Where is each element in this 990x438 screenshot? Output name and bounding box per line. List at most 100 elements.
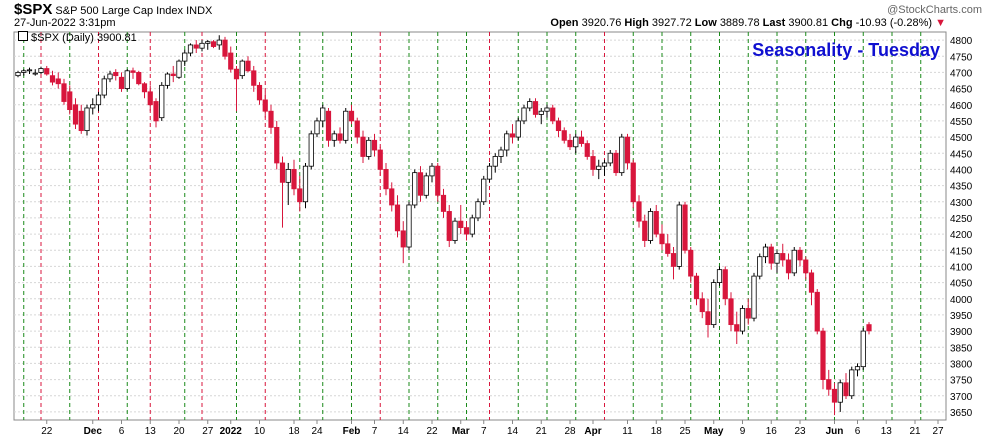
candle-body: [84, 107, 90, 132]
candle-body: [837, 382, 843, 403]
candle-body: [820, 330, 826, 380]
candle-body: [458, 220, 464, 229]
candle-body: [584, 143, 590, 157]
candle-body: [831, 388, 838, 403]
candle-body: [619, 136, 625, 174]
candle-body: [854, 366, 861, 371]
candle-body: [699, 298, 705, 313]
candle-body: [239, 60, 245, 77]
y-tick-label: 4750: [950, 52, 973, 63]
candle-body: [366, 139, 372, 157]
candle-body: [26, 69, 33, 72]
header-date: 27-Jun-2022 3:31pm: [14, 17, 116, 29]
candle-body: [262, 99, 268, 112]
candle-body: [268, 110, 274, 128]
x-tick-label: 14: [507, 426, 519, 437]
candle-body: [118, 76, 125, 89]
candle-body: [233, 68, 240, 80]
candle-body: [728, 298, 734, 326]
candle-body: [768, 246, 774, 264]
candle-body: [412, 172, 418, 206]
candle-body: [130, 70, 136, 73]
candle-body: [78, 110, 84, 132]
candle-body: [325, 110, 332, 141]
candle-body: [486, 165, 493, 180]
candle-body: [113, 72, 119, 77]
candle-body: [682, 204, 688, 251]
candle-body: [849, 369, 855, 397]
candle-body: [49, 75, 56, 83]
candle-body: [734, 324, 740, 332]
candle-body: [159, 84, 165, 119]
candle-body: [745, 308, 751, 319]
candle-body: [561, 130, 567, 141]
y-tick-label: 4700: [950, 68, 973, 79]
candle-body: [61, 83, 67, 102]
candle-body: [826, 379, 832, 390]
candle-body: [297, 188, 303, 203]
y-tick-label: 4450: [950, 149, 973, 160]
candle-body: [302, 165, 309, 203]
y-tick-label: 4000: [950, 295, 973, 306]
candle-body: [642, 220, 648, 241]
candle-body: [371, 139, 378, 151]
candle-body: [463, 227, 470, 235]
candle-body: [797, 249, 803, 261]
candle-body: [659, 233, 665, 245]
x-axis: 22 Dec 6 13 20 27 2022 10 18 24 Feb 7 14 22 Mar 7 14 21 28…: [41, 420, 944, 437]
candle-body: [251, 70, 257, 86]
plot-area: [13, 31, 947, 421]
candle-body: [343, 110, 349, 141]
candle-body: [498, 149, 504, 157]
candle-body: [193, 44, 199, 49]
candle-body: [331, 133, 337, 141]
legend-label: $SPX (Daily) 3900.81: [31, 32, 137, 44]
candle-body: [751, 275, 757, 319]
candle-body: [481, 178, 487, 203]
candle-body: [452, 220, 458, 241]
x-tick-label: Feb: [343, 426, 361, 437]
candle-body: [136, 72, 142, 85]
candle-body: [210, 41, 217, 47]
x-tick-label: 24: [311, 426, 323, 437]
candle-body: [814, 291, 820, 332]
quote-bar: Open 3920.76 High 3927.72 Low 3889.78 La…: [550, 17, 946, 29]
candle-body: [711, 282, 717, 326]
candle-body: [21, 70, 27, 73]
candle-body: [176, 60, 182, 78]
open-value: 3920.76: [581, 17, 622, 29]
candle-body: [38, 68, 44, 73]
x-tick-label: 16: [766, 426, 778, 437]
x-tick-label: 13: [881, 426, 893, 437]
chart-title: Seasonality - Tuesday: [752, 40, 940, 60]
candle-body: [320, 107, 326, 122]
y-tick-label: 4050: [950, 279, 973, 290]
candle-body: [567, 139, 573, 148]
x-tick-label: 7: [481, 426, 487, 437]
candle-body: [739, 308, 746, 332]
candle-body: [435, 165, 441, 196]
x-tick-label: 7: [372, 426, 378, 437]
x-tick-label: Mar: [452, 426, 470, 437]
last-label: Last: [762, 17, 786, 29]
y-tick-label: 3750: [950, 376, 973, 387]
candle-body: [521, 107, 527, 122]
x-tick-label: 21: [909, 426, 921, 437]
chg-label: Chg: [831, 17, 853, 29]
candle-body: [774, 253, 780, 264]
candle-body: [389, 188, 395, 206]
x-tick-label: 18: [651, 426, 663, 437]
candle-body: [153, 101, 159, 122]
candle-body: [400, 230, 406, 248]
y-tick-label: 4550: [950, 117, 973, 128]
candle-body: [291, 169, 297, 190]
candle-body: [676, 204, 682, 267]
candle-body: [406, 204, 412, 248]
candle-body: [101, 78, 107, 96]
x-tick-label: 20: [173, 426, 185, 437]
candle-body: [417, 172, 424, 196]
candle-body: [647, 211, 654, 241]
x-tick-label: Apr: [584, 426, 601, 437]
candle-body: [538, 110, 544, 115]
candle-body: [630, 162, 636, 203]
